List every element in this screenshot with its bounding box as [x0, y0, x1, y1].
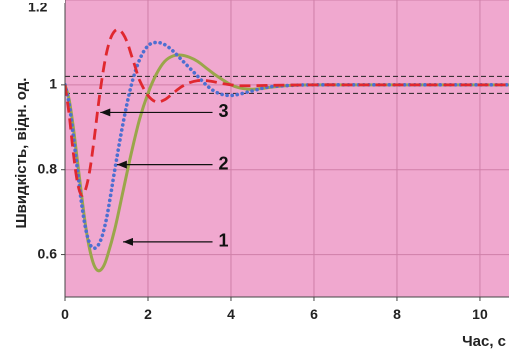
series-group — [65, 28, 509, 273]
y-tick-label-partial: 1.2 — [28, 0, 48, 15]
x-tick-label: 2 — [144, 306, 152, 322]
top-cover — [0, 0, 65, 3]
curve-label-3: 3 — [219, 101, 229, 121]
x-tick-label: 6 — [310, 306, 318, 322]
y-tick-label: 1 — [49, 76, 57, 92]
x-tick-label: 10 — [472, 306, 488, 322]
x-tick-label: 4 — [227, 306, 235, 322]
curve-label-2: 2 — [219, 153, 229, 173]
series-line-2 — [65, 40, 509, 251]
x-tick-label: 8 — [393, 306, 401, 322]
axes: 0 2 4 6 8 10 0.6 0.8 1 — [38, 0, 509, 322]
annotations: 3 2 1 — [100, 101, 229, 251]
x-tick-label: 0 — [61, 306, 69, 322]
series-line-3 — [65, 28, 509, 197]
y-tick-label: 0.6 — [38, 245, 58, 261]
y-tick-label: 0.8 — [38, 160, 58, 176]
plot-area — [65, 0, 509, 297]
y-axis-label: Швидкість, відн. од. — [13, 78, 30, 229]
tolerance-band — [65, 75, 509, 94]
curve-label-1: 1 — [219, 231, 229, 251]
x-axis-label: Час, с — [462, 333, 506, 350]
